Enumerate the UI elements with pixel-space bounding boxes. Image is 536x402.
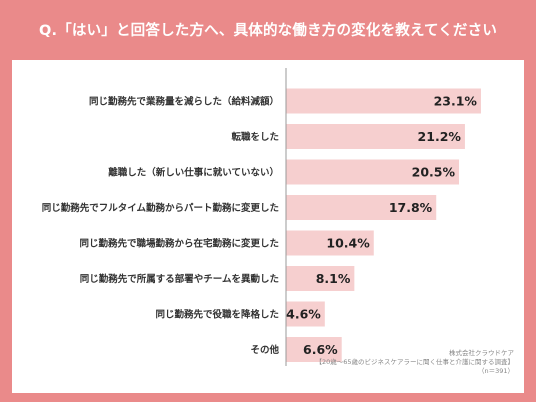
category-label: 同じ勤務先で所属する部署やチームを異動した (80, 273, 279, 285)
bar (286, 195, 437, 220)
data-label: 4.6% (286, 307, 321, 322)
category-label: 同じ勤務先で職場勤務から在宅勤務に変更した (79, 238, 279, 250)
bar (286, 159, 460, 185)
category-label: 同じ勤務先で役職を降格した (155, 309, 279, 321)
data-label: 10.4% (326, 236, 370, 251)
data-label: 20.5% (412, 165, 456, 180)
category-label: 転職をした (231, 131, 279, 143)
source-note: （n＝391） (478, 367, 514, 375)
bar (286, 337, 342, 362)
bar (286, 266, 355, 291)
bar (286, 88, 481, 114)
category-label: 離職した（新しい仕事に就いていない） (108, 167, 279, 179)
source-note: 株式会社クラウドケア (449, 348, 515, 357)
category-label: 同じ勤務先でフルタイム勤務からパート勤務に変更した (42, 202, 279, 214)
source-note: 【20歳～65歳のビジネスケアラーに聞く仕事と介護に関する調査】 (315, 357, 514, 366)
category-label: その他 (250, 344, 279, 356)
data-label: 21.2% (418, 129, 462, 144)
bar (286, 230, 374, 256)
bar (286, 124, 465, 149)
data-label: 8.1% (316, 271, 351, 286)
data-label: 23.1% (434, 94, 478, 109)
bar (286, 301, 325, 327)
chart-panel: 同じ勤務先で業務量を減らした（給料減額） 23.1% 転職をした 21.2% 離職した（… (12, 60, 524, 393)
chart-title: Q.「はい」と回答した方へ、具体的な働き方の変化を教えてください (38, 22, 498, 39)
category-label: 同じ勤務先で業務量を減らした（給料減額） (89, 96, 279, 108)
data-label: 6.6% (303, 342, 338, 357)
data-label: 17.8% (389, 200, 433, 215)
bar-chart: 同じ勤務先で業務量を減らした（給料減額） 23.1% 転職をした 21.2% 離職した（… (42, 68, 515, 375)
